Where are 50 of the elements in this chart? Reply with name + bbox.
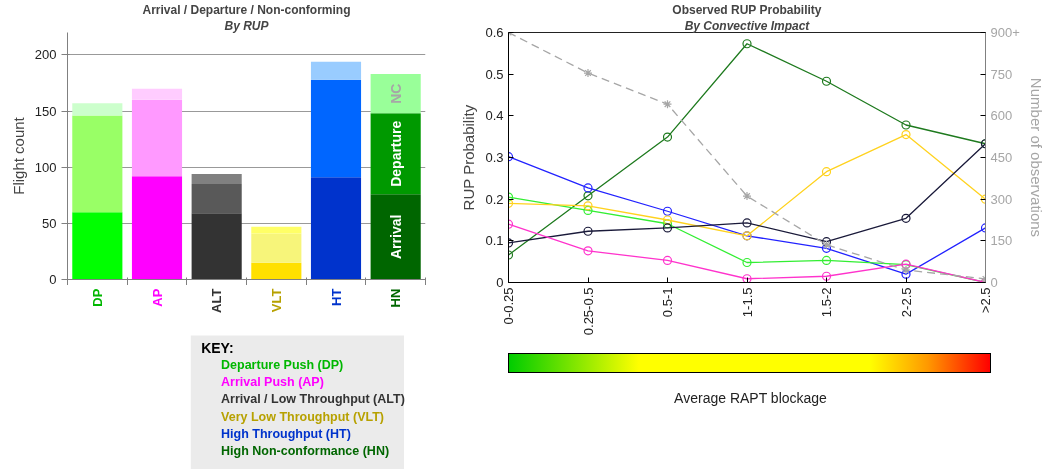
x-tick-label: HN bbox=[388, 288, 404, 308]
y-axis-title: Flight count bbox=[9, 116, 27, 195]
y2-tick-label: 150 bbox=[990, 233, 1013, 249]
x-tick-label: 2-2.5 bbox=[898, 287, 914, 318]
x-tick-label: AP bbox=[149, 288, 165, 307]
text: Arrival Push (AP) bbox=[221, 375, 324, 390]
text: Arrival / Low Throughput (ALT) bbox=[221, 392, 405, 407]
x-tick-label: 0.25-0.5 bbox=[580, 287, 596, 336]
y-tick-label: 100 bbox=[34, 159, 57, 175]
y-tick-label: 150 bbox=[34, 103, 57, 119]
y2-tick-label: 750 bbox=[990, 66, 1013, 82]
x-tick-label: ALT bbox=[209, 288, 225, 313]
y-tick-label: 0 bbox=[49, 272, 57, 287]
y-tick-label: 0.4 bbox=[485, 108, 504, 124]
series-label: Departure bbox=[387, 120, 404, 187]
y-tick-label: 200 bbox=[34, 47, 57, 63]
series-label: Arrival bbox=[387, 214, 404, 260]
y2-tick-label: 600 bbox=[990, 108, 1013, 124]
x-tick-label: 1-1.5 bbox=[739, 287, 755, 318]
chart-subtitle: By Convective Impact bbox=[684, 18, 811, 33]
y-tick-label: 50 bbox=[42, 215, 57, 231]
color-bar-title: Average RAPT blockage bbox=[673, 389, 828, 408]
x-tick-label: 0.5-1 bbox=[660, 287, 675, 318]
x-tick-label: 0-0.25 bbox=[501, 287, 516, 325]
y-tick-label: 0 bbox=[496, 275, 504, 290]
x-tick-label: DP bbox=[89, 288, 105, 307]
text: KEY: bbox=[201, 339, 234, 356]
y-tick-label: 0.1 bbox=[485, 233, 504, 249]
y2-tick-label: 0 bbox=[990, 275, 998, 290]
y2-axis-title: Number of observations bbox=[1027, 77, 1045, 238]
y-tick-label: 0.2 bbox=[485, 191, 504, 207]
y-tick-label: 0.6 bbox=[485, 25, 504, 40]
x-tick-label: HT bbox=[328, 288, 344, 306]
x-tick-label: >2.5 bbox=[978, 287, 993, 314]
y2-tick-label: 300 bbox=[990, 191, 1013, 207]
text: High Non-conformance (HN) bbox=[221, 444, 390, 459]
y-axis-title: RUP Probability bbox=[460, 104, 478, 211]
text: High Throughput (HT) bbox=[221, 427, 351, 441]
chart-title: Observed RUP Probability bbox=[672, 2, 822, 17]
y2-tick-label: 450 bbox=[990, 150, 1013, 165]
x-tick-label: VLT bbox=[268, 288, 284, 313]
y-tick-label: 0.5 bbox=[485, 66, 504, 82]
text: Departure Push (DP) bbox=[221, 357, 344, 372]
y-tick-label: 0.3 bbox=[485, 150, 504, 165]
y2-tick-label: 900+ bbox=[990, 25, 1020, 40]
series-label: NC bbox=[387, 83, 404, 104]
text: Very Low Throughput (VLT) bbox=[221, 409, 384, 424]
chart-subtitle: By RUP bbox=[224, 18, 270, 33]
chart-title: Arrival / Departure / Non-conforming bbox=[142, 2, 351, 17]
x-tick-label: 1.5-2 bbox=[819, 287, 834, 318]
